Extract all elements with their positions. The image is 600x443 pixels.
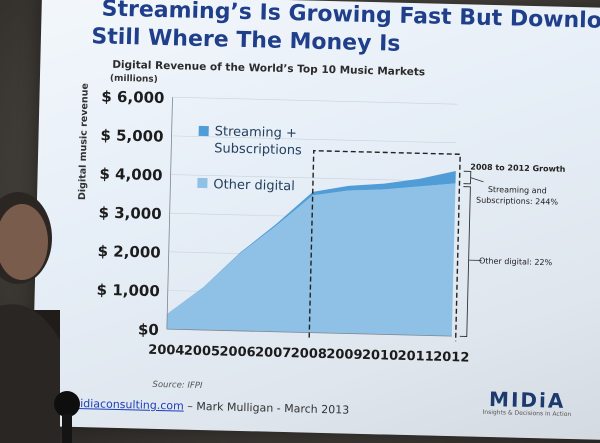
streaming-growth-label: Streaming and (488, 185, 547, 195)
midia-logo: MIDiA Insights & Decisions in Action (472, 387, 583, 419)
gridline (172, 96, 458, 105)
chart: $0 $ 1,000 $ 2,000 $ 3,000 $ 4,000 $ 5,000 $ 6… (96, 87, 566, 366)
logo-tagline: Insights & Decisions in Action (482, 408, 572, 419)
y-axis-line (166, 97, 173, 330)
source-note: Source: IFPI (152, 379, 203, 392)
streaming-pointer (470, 177, 484, 183)
growth-header: 2008 to 2012 Growth (470, 163, 566, 174)
legend-label-streaming: Streaming +Subscriptions (214, 124, 303, 158)
y-tick-label: $0 (138, 320, 159, 339)
x-tick-label: 2006 (219, 344, 256, 360)
y-tick-label: $ 6,000 (101, 87, 165, 107)
y-tick-label: $ 3,000 (98, 203, 162, 223)
y-tick-label: $ 2,000 (97, 242, 161, 262)
growth-annotations: 2008 to 2012 Growth Streaming andSubscrip… (308, 149, 566, 342)
x-tick-label: 2007 (255, 345, 292, 361)
y-tick-label: $ 5,000 (100, 126, 164, 146)
other-bracket (459, 186, 471, 337)
presenter-silhouette (0, 192, 60, 443)
area-streaming-subscriptions (167, 171, 456, 314)
microphone-icon (54, 391, 80, 443)
x-tick-label: 2009 (326, 347, 363, 363)
x-tick-label: 2005 (184, 344, 221, 360)
x-tick-label: 2004 (148, 343, 185, 359)
x-tick-label: 2008 (291, 346, 328, 362)
x-axis-ticks: 2004 2005 2006 2007 2008 2009 2010 2011 2012 (148, 343, 469, 366)
area-other-digital (166, 183, 456, 337)
legend-label-other: Other digital (213, 177, 295, 194)
legend-swatch-other (197, 177, 208, 189)
projected-slide: Streaming’s Is Growing Fast But Download… (31, 0, 600, 441)
y-tick-label: $ 4,000 (99, 165, 163, 185)
gridline (171, 135, 457, 144)
streaming-bracket (463, 170, 472, 185)
other-growth-label: Other digital: 22% (479, 256, 553, 267)
highlight-box (308, 149, 461, 342)
legend-swatch-streaming (198, 125, 209, 137)
y-axis-ticks: $0 $ 1,000 $ 2,000 $ 3,000 $ 4,000 $ 5,000 $ 6… (96, 87, 165, 339)
x-tick-label: 2012 (433, 350, 470, 366)
x-tick-label: 2010 (362, 348, 399, 364)
x-tick-label: 2011 (397, 349, 434, 365)
streaming-growth-value: Subscriptions: 244% (476, 196, 559, 207)
y-tick-label: $ 1,000 (96, 281, 160, 301)
legend: Streaming +Subscriptions Other digital (197, 124, 303, 194)
footer-author: – Mark Mulligan - March 2013 (183, 399, 350, 417)
